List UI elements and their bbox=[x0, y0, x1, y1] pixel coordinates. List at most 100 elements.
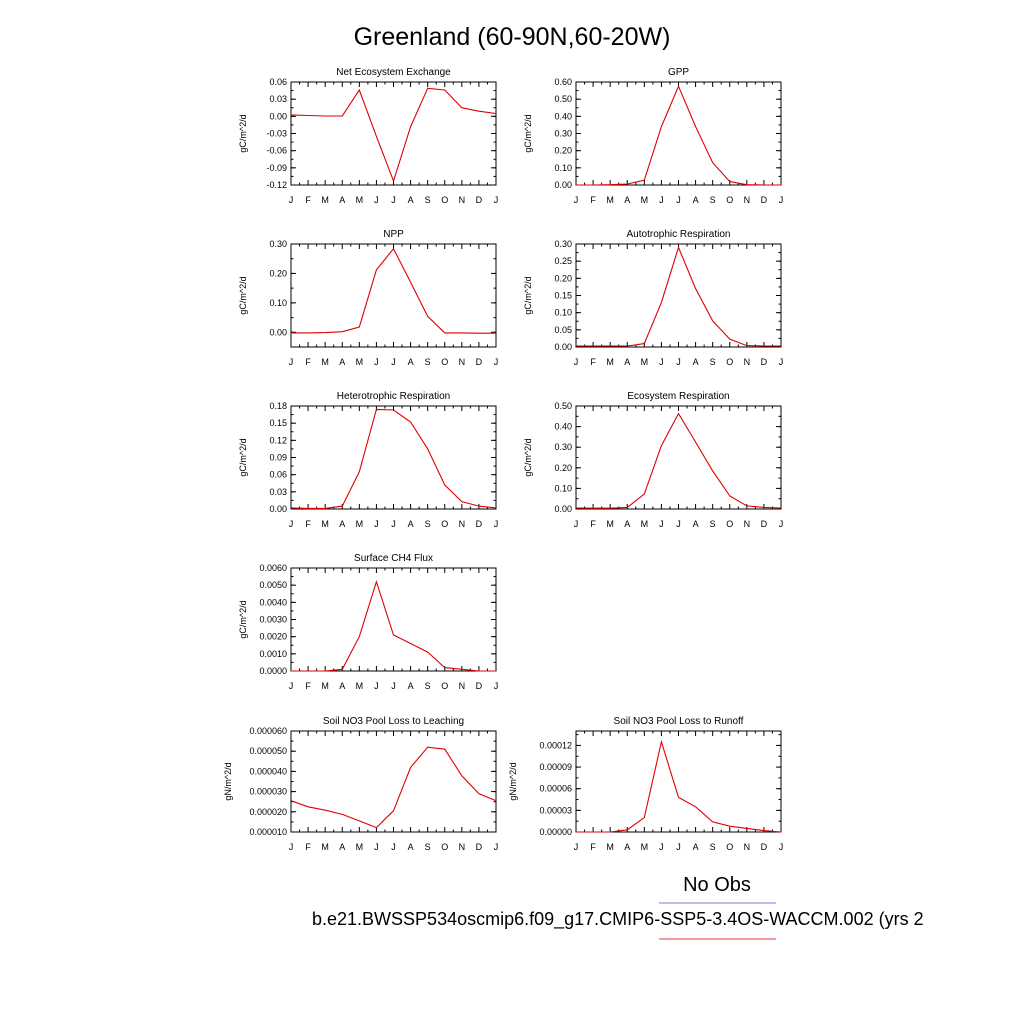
x-tick-label: A bbox=[339, 842, 345, 852]
y-tick-label: 0.0040 bbox=[259, 597, 287, 607]
x-tick-label: J bbox=[574, 195, 579, 205]
y-tick-label: 0.12 bbox=[269, 435, 287, 445]
x-tick-label: J bbox=[374, 519, 379, 529]
x-tick-label: O bbox=[441, 681, 448, 691]
plot-frame bbox=[575, 405, 782, 510]
series-line bbox=[575, 412, 782, 509]
series-line bbox=[576, 84, 781, 186]
plot-frame bbox=[290, 567, 497, 672]
y-tick-label: 0.00 bbox=[554, 180, 572, 190]
plot-frame bbox=[575, 730, 782, 833]
y-tick-label: 0.0050 bbox=[259, 580, 287, 590]
y-axis-label: gC/m^2/d bbox=[238, 114, 248, 152]
y-axis-label: gC/m^2/d bbox=[523, 276, 533, 314]
y-tick-label: 0.03 bbox=[269, 94, 287, 104]
panel-title: Ecosystem Respiration bbox=[627, 391, 729, 402]
x-tick-label: A bbox=[408, 519, 414, 529]
x-tick-label: J bbox=[676, 195, 681, 205]
x-tick-label: J bbox=[659, 842, 664, 852]
x-tick-label: N bbox=[459, 681, 466, 691]
y-tick-label: 0.30 bbox=[554, 239, 572, 249]
y-axis-label: gC/m^2/d bbox=[238, 276, 248, 314]
y-tick-label: 0.00012 bbox=[539, 740, 572, 750]
series-line bbox=[291, 247, 496, 334]
x-tick-label: A bbox=[624, 519, 630, 529]
y-tick-label: 0.00 bbox=[554, 342, 572, 352]
x-tick-label: F bbox=[590, 842, 596, 852]
panel-title: Surface CH4 Flux bbox=[354, 553, 433, 564]
y-tick-label: 0.000050 bbox=[249, 746, 287, 756]
y-tick-label: 0.10 bbox=[269, 298, 287, 308]
x-tick-label: M bbox=[356, 195, 364, 205]
y-axis-label: gC/m^2/d bbox=[523, 438, 533, 476]
y-tick-label: -0.09 bbox=[266, 163, 287, 173]
x-tick-label: N bbox=[744, 195, 751, 205]
x-tick-label: M bbox=[321, 842, 329, 852]
y-tick-label: 0.0020 bbox=[259, 632, 287, 642]
y-tick-label: 0.50 bbox=[554, 94, 572, 104]
x-tick-label: O bbox=[726, 519, 733, 529]
y-tick-label: 0.05 bbox=[554, 325, 572, 335]
x-tick-label: N bbox=[459, 842, 466, 852]
x-tick-label: O bbox=[441, 195, 448, 205]
plot-frame bbox=[290, 243, 497, 348]
x-tick-label: J bbox=[289, 195, 294, 205]
x-tick-label: M bbox=[606, 357, 614, 367]
x-tick-label: M bbox=[321, 681, 329, 691]
x-tick-label: A bbox=[624, 842, 630, 852]
x-tick-label: O bbox=[726, 357, 733, 367]
y-tick-label: 0.0010 bbox=[259, 649, 287, 659]
y-tick-label: -0.12 bbox=[266, 180, 287, 190]
x-tick-label: J bbox=[391, 195, 396, 205]
x-tick-label: S bbox=[425, 195, 431, 205]
x-tick-label: D bbox=[761, 842, 768, 852]
x-tick-label: M bbox=[356, 519, 364, 529]
x-tick-label: M bbox=[606, 842, 614, 852]
x-tick-label: J bbox=[574, 519, 579, 529]
x-tick-label: J bbox=[494, 681, 499, 691]
x-tick-label: A bbox=[408, 681, 414, 691]
panel-title: Soil NO3 Pool Loss to Leaching bbox=[323, 716, 464, 727]
plot-frame bbox=[290, 81, 497, 186]
x-tick-label: M bbox=[606, 195, 614, 205]
x-tick-label: J bbox=[374, 195, 379, 205]
panel-title: Autotrophic Respiration bbox=[627, 229, 731, 240]
x-tick-label: O bbox=[441, 357, 448, 367]
y-tick-label: 0.09 bbox=[269, 453, 287, 463]
x-tick-label: J bbox=[494, 357, 499, 367]
x-tick-label: A bbox=[408, 842, 414, 852]
y-tick-label: 0.15 bbox=[554, 291, 572, 301]
y-tick-label: 0.0000 bbox=[259, 666, 287, 676]
x-tick-label: J bbox=[391, 842, 396, 852]
x-tick-label: J bbox=[676, 519, 681, 529]
y-tick-label: 0.18 bbox=[269, 401, 287, 411]
x-tick-label: D bbox=[476, 842, 483, 852]
y-tick-label: 0.40 bbox=[554, 111, 572, 121]
y-tick-label: 0.03 bbox=[269, 487, 287, 497]
x-tick-label: N bbox=[744, 357, 751, 367]
y-tick-label: 0.0030 bbox=[259, 615, 287, 625]
y-tick-label: 0.20 bbox=[554, 273, 572, 283]
y-tick-label: 0.000020 bbox=[249, 807, 287, 817]
series-line bbox=[290, 408, 497, 509]
x-tick-label: D bbox=[476, 681, 483, 691]
y-tick-label: 0.00006 bbox=[539, 784, 572, 794]
x-tick-label: F bbox=[305, 681, 311, 691]
series-line bbox=[576, 245, 781, 347]
y-axis-label: gC/m^2/d bbox=[523, 114, 533, 152]
x-tick-label: D bbox=[476, 195, 483, 205]
x-tick-label: J bbox=[289, 681, 294, 691]
x-tick-label: M bbox=[641, 357, 649, 367]
x-tick-label: A bbox=[693, 519, 699, 529]
plot-frame bbox=[290, 405, 497, 510]
panel-title: Soil NO3 Pool Loss to Runoff bbox=[614, 716, 744, 727]
y-tick-label: 0.15 bbox=[269, 418, 287, 428]
x-tick-label: A bbox=[339, 519, 345, 529]
